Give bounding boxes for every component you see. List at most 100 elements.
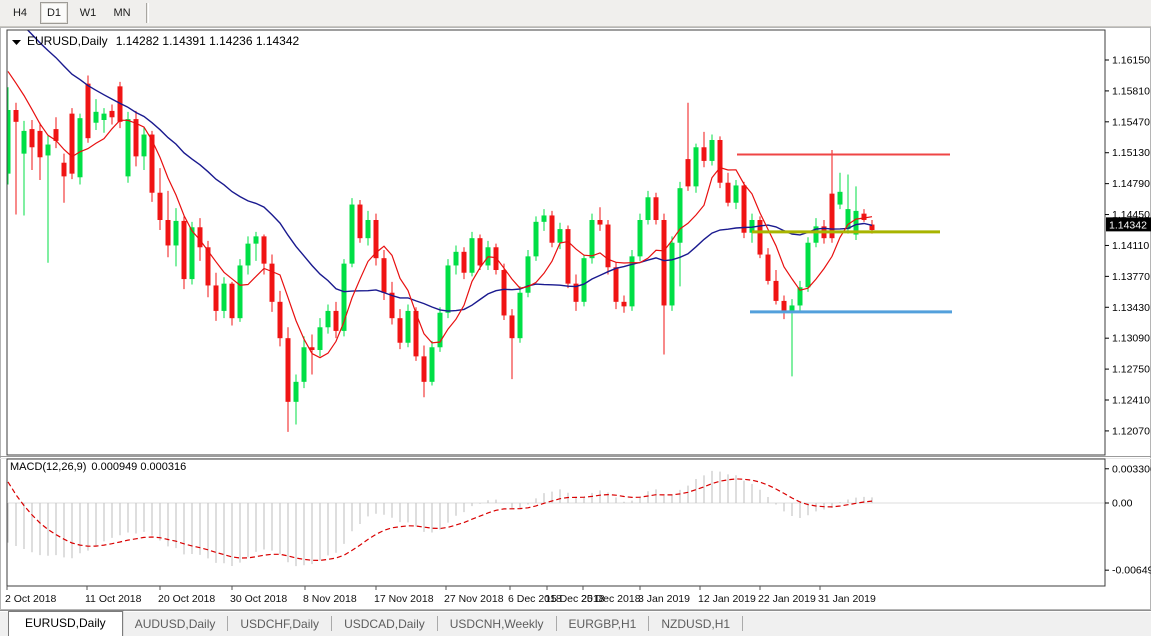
timeframe-button-mn[interactable]: MN: [113, 7, 131, 19]
price-axis-label: 1.14110: [1112, 240, 1149, 252]
date-axis-label: 22 Jan 2019: [758, 593, 816, 605]
macd-panel[interactable]: [6, 458, 1106, 587]
candle-body: [813, 226, 819, 243]
chart-title-ohlc: 1.14282 1.14391 1.14236 1.14342: [116, 34, 300, 48]
date-axis[interactable]: 2 Oct 2018 11 Oct 2018 20 Oct 2018 30 Oct 2…: [5, 586, 876, 605]
candle-body: [285, 338, 291, 402]
macd-values: 0.000949 0.000316: [91, 461, 186, 473]
tab-audusd-daily[interactable]: AUDUSD,Daily: [134, 617, 216, 631]
candle-body: [101, 113, 107, 121]
candle-body: [501, 270, 507, 316]
candle-body: [557, 229, 563, 243]
candle-body: [181, 220, 187, 280]
price-axis-label: 1.13430: [1112, 302, 1150, 314]
tab-separator: [331, 616, 333, 631]
candle-body: [669, 242, 675, 306]
price-axis-label: 1.14790: [1112, 178, 1150, 190]
candle-body: [125, 119, 131, 177]
candle-body: [837, 191, 843, 205]
date-axis-label: 2 Oct 2018: [5, 593, 57, 605]
price-axis-label: 1.16150: [1112, 55, 1150, 67]
tab-nzdusd-h1[interactable]: NZDUSD,H1: [661, 617, 731, 631]
date-axis-label: 3 Jan 2019: [638, 593, 690, 605]
candle-body: [693, 147, 699, 187]
candle-body: [477, 238, 483, 266]
candle-body: [45, 144, 51, 156]
candle-body: [221, 283, 227, 311]
candle-body: [389, 292, 395, 319]
candle-body: [357, 204, 363, 239]
toolbar-separator: [146, 3, 149, 23]
main-price-panel[interactable]: [6, 29, 1106, 456]
date-axis-label: 25 Dec 2018: [581, 593, 641, 605]
candle-body: [709, 140, 715, 161]
candle-body: [469, 238, 475, 273]
candle-body: [37, 130, 43, 158]
candle-body: [293, 381, 299, 402]
chart-dropdown-icon[interactable]: [12, 40, 21, 45]
price-axis[interactable]: 1.161501.158101.154701.151301.147901.144…: [1105, 55, 1151, 438]
date-axis-label: 30 Oct 2018: [230, 593, 287, 605]
macd-signal-line: [7, 478, 873, 562]
candle-body: [661, 220, 667, 306]
current-price-tag: [1106, 217, 1151, 232]
candle-body: [13, 110, 19, 122]
candle-body: [789, 305, 795, 312]
candle-body: [213, 285, 219, 311]
candle-body: [741, 185, 747, 233]
candle-body: [613, 267, 619, 302]
candle-body: [549, 215, 555, 243]
candle-body: [7, 110, 11, 174]
candle-body: [749, 220, 755, 233]
candle-body: [301, 347, 307, 382]
tab-eurusd-daily[interactable]: EURUSD,Daily: [8, 611, 123, 636]
candle-body: [725, 182, 731, 203]
tab-usdcnh-weekly[interactable]: USDCNH,Weekly: [449, 617, 544, 631]
candle-body: [461, 251, 467, 273]
candle-body: [797, 287, 803, 306]
tab-usdcad-daily[interactable]: USDCAD,Daily: [344, 617, 425, 631]
candle-body: [413, 310, 419, 357]
candle-body: [205, 247, 211, 286]
candle-body: [261, 236, 267, 264]
candle-body: [445, 265, 451, 313]
candle-body: [149, 134, 155, 193]
candle-body: [597, 220, 603, 225]
candle-body: [341, 263, 347, 331]
timeframe-button-h4[interactable]: H4: [12, 7, 28, 19]
tab-eurgbp-h1[interactable]: EURGBP,H1: [568, 617, 637, 631]
chart-canvas[interactable]: 1.161501.158101.154701.151301.147901.144…: [0, 27, 1151, 610]
candle-body: [21, 130, 27, 154]
tab-usdchf-daily[interactable]: USDCHF,Daily: [240, 617, 320, 631]
candle-body: [845, 209, 851, 230]
candle-body: [365, 220, 371, 239]
candle-body: [517, 292, 523, 339]
candle-body: [805, 242, 811, 288]
candle-body: [493, 247, 499, 271]
candle-body: [781, 300, 787, 312]
candle-body: [309, 347, 315, 351]
candle-body: [589, 220, 595, 259]
ma-fast-line: [7, 71, 873, 359]
candle-body: [581, 258, 587, 302]
price-axis-label: 1.15810: [1112, 85, 1150, 97]
price-axis-label: 1.12750: [1112, 364, 1150, 376]
price-axis-label: 1.12070: [1112, 425, 1150, 437]
candle-body: [765, 254, 771, 281]
date-axis-label: 11 Oct 2018: [85, 593, 142, 605]
candle-body: [653, 197, 659, 221]
candle-body: [397, 318, 403, 343]
chart-title: EURUSD,Daily 1.14282 1.14391 1.14236 1.14…: [27, 34, 300, 48]
candle-body: [173, 220, 179, 246]
timeframe-button-d1[interactable]: D1: [40, 2, 68, 24]
date-axis-label: 31 Jan 2019: [818, 593, 876, 605]
candle-body: [333, 310, 339, 331]
macd-axis-label: 0.003306: [1112, 463, 1151, 475]
moving-averages: [7, 30, 873, 359]
candle-body: [621, 301, 627, 307]
tab-separator: [555, 616, 557, 631]
chart-tab-bar: EURUSD,Daily AUDUSD,Daily USDCHF,Daily U…: [0, 610, 1151, 636]
macd-axis[interactable]: 0.003306 0.00 -0.00649: [1105, 463, 1151, 577]
timeframe-button-w1[interactable]: W1: [79, 7, 97, 19]
candle-body: [165, 220, 171, 246]
